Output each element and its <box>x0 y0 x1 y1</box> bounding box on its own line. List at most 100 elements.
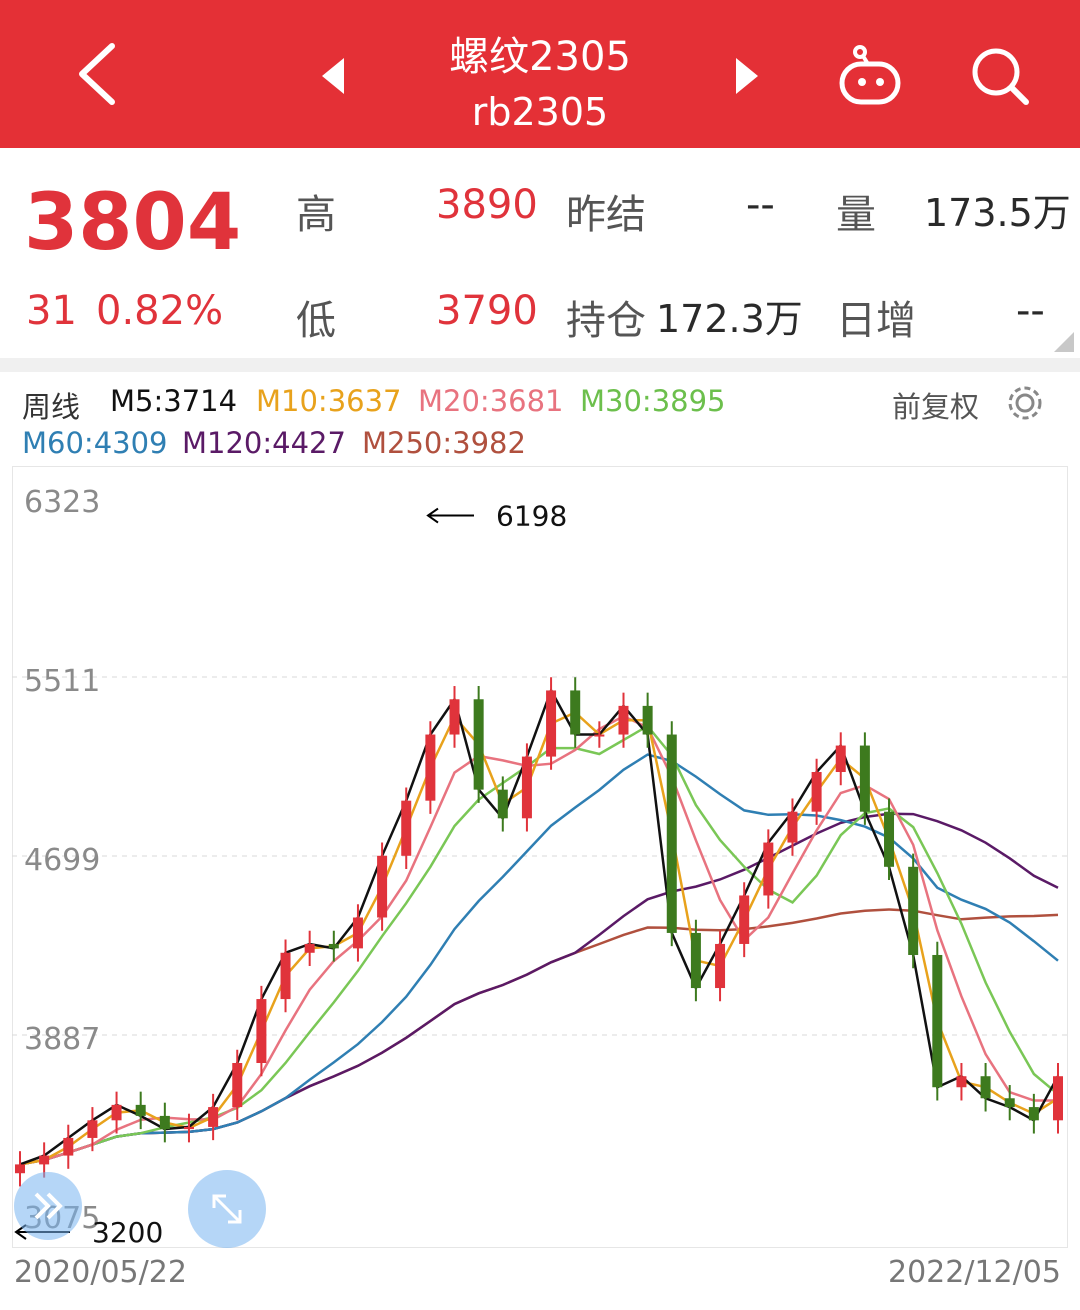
y-tick-label: 6323 <box>24 485 100 520</box>
candle-body <box>280 952 291 1000</box>
ma120-value: M120:4427 <box>182 426 346 460</box>
candle-body <box>1028 1107 1039 1121</box>
max-arrow-head <box>426 507 439 524</box>
switch-period-button[interactable] <box>14 1172 82 1240</box>
gear-icon[interactable] <box>1004 382 1046 424</box>
contract-code: rb2305 <box>471 90 609 134</box>
fullscreen-button[interactable] <box>188 1170 266 1248</box>
candle-body <box>425 734 436 801</box>
candle-body <box>232 1062 243 1108</box>
candle-body <box>15 1164 25 1174</box>
title-bar: 螺纹2305 rb2305 <box>0 0 1080 148</box>
candle-body <box>473 699 484 790</box>
candle-body <box>159 1115 170 1130</box>
price-change: 31 <box>26 288 77 334</box>
candle-body <box>208 1107 219 1127</box>
last-price: 3804 <box>24 178 242 268</box>
y-tick-label: 4699 <box>24 843 100 878</box>
candle-body <box>594 734 605 737</box>
robot-assistant-button[interactable] <box>836 44 904 108</box>
quote-panel: 3804 31 0.82% 高 3890 低 3790 昨结 -- 持仓 172… <box>0 148 1080 358</box>
prev-settle-label: 昨结 <box>566 192 646 238</box>
candle-body <box>859 745 870 812</box>
search-button[interactable] <box>968 44 1032 108</box>
candle-body <box>135 1104 146 1116</box>
ma5-value: M5:3714 <box>110 384 238 418</box>
candle-body <box>570 690 581 735</box>
candle-body <box>546 690 557 757</box>
high-value: 3890 <box>436 182 538 228</box>
candle-body <box>352 917 363 949</box>
candle-body <box>980 1076 991 1099</box>
candle-body <box>328 943 339 949</box>
prev-settle-value: -- <box>746 182 775 228</box>
candle-body <box>666 734 677 933</box>
back-button[interactable] <box>70 38 130 108</box>
low-value: 3790 <box>436 288 538 334</box>
candle-body <box>618 705 629 735</box>
candle-body <box>63 1137 74 1156</box>
adjust-mode-label[interactable]: 前复权 <box>892 390 980 424</box>
candle-body <box>690 932 701 989</box>
back-arrow-icon <box>79 43 115 105</box>
candle-body <box>739 895 750 944</box>
search-icon <box>972 48 1029 105</box>
next-triangle-icon <box>736 58 758 94</box>
candle-body <box>521 756 532 819</box>
end-date: 2022/12/05 <box>888 1255 1061 1290</box>
prev-contract-button[interactable] <box>318 56 348 96</box>
ma20-line <box>19 714 1058 1166</box>
candle-body <box>377 855 388 918</box>
double-chevron-icon <box>34 1192 63 1220</box>
open-interest-label: 持仓 <box>566 298 646 344</box>
ma60-value: M60:4309 <box>22 426 168 460</box>
candle-body <box>642 705 653 735</box>
low-label: 低 <box>296 298 336 344</box>
start-date: 2020/05/22 <box>14 1255 187 1290</box>
ma20-value: M20:3681 <box>418 384 564 418</box>
candle-body <box>811 772 822 812</box>
candle-body <box>497 789 508 819</box>
prev-triangle-icon <box>322 58 344 94</box>
min-label: 3200 <box>92 1216 163 1248</box>
candle-body <box>763 842 774 896</box>
candle-body <box>449 699 460 735</box>
period-label[interactable]: 周线 <box>22 390 81 424</box>
candle-body <box>787 811 798 843</box>
candle-body <box>956 1076 967 1088</box>
candle-body <box>884 811 895 867</box>
candle-body <box>304 943 315 953</box>
expand-corner-icon[interactable] <box>1054 332 1074 352</box>
candle-body <box>1004 1098 1015 1108</box>
kline-chart[interactable]: 6323551146993887307561983200 <box>12 466 1068 1248</box>
candle-body <box>908 866 919 955</box>
volume-value: 173.5万 <box>924 191 1071 235</box>
expand-icon <box>212 1194 242 1224</box>
ma10-value: M10:3637 <box>256 384 402 418</box>
candle-body <box>39 1155 50 1165</box>
candle-body <box>715 943 726 989</box>
candle-body <box>111 1104 122 1121</box>
y-tick-label: 5511 <box>24 664 100 699</box>
daily-increase-value: -- <box>1016 288 1045 334</box>
candle-body <box>835 745 846 773</box>
daily-increase-label: 日增 <box>836 298 916 344</box>
candle-body <box>932 954 943 1088</box>
contract-name: 螺纹2305 <box>449 34 631 80</box>
y-tick-label: 3887 <box>24 1022 100 1057</box>
candle-body <box>1053 1076 1063 1121</box>
robot-icon <box>839 45 901 105</box>
ma30-value: M30:3895 <box>580 384 726 418</box>
max-label: 6198 <box>496 500 567 533</box>
candle-body <box>87 1120 98 1138</box>
candle-body <box>401 800 412 856</box>
next-contract-button[interactable] <box>732 56 762 96</box>
candle-body <box>256 999 267 1063</box>
ma250-value: M250:3982 <box>362 426 526 460</box>
price-change-pct: 0.82% <box>96 288 224 334</box>
open-interest-value: 172.3万 <box>656 297 803 341</box>
candle-body <box>183 1126 194 1130</box>
section-divider <box>0 358 1080 372</box>
volume-label: 量 <box>836 192 876 238</box>
high-label: 高 <box>296 192 336 238</box>
